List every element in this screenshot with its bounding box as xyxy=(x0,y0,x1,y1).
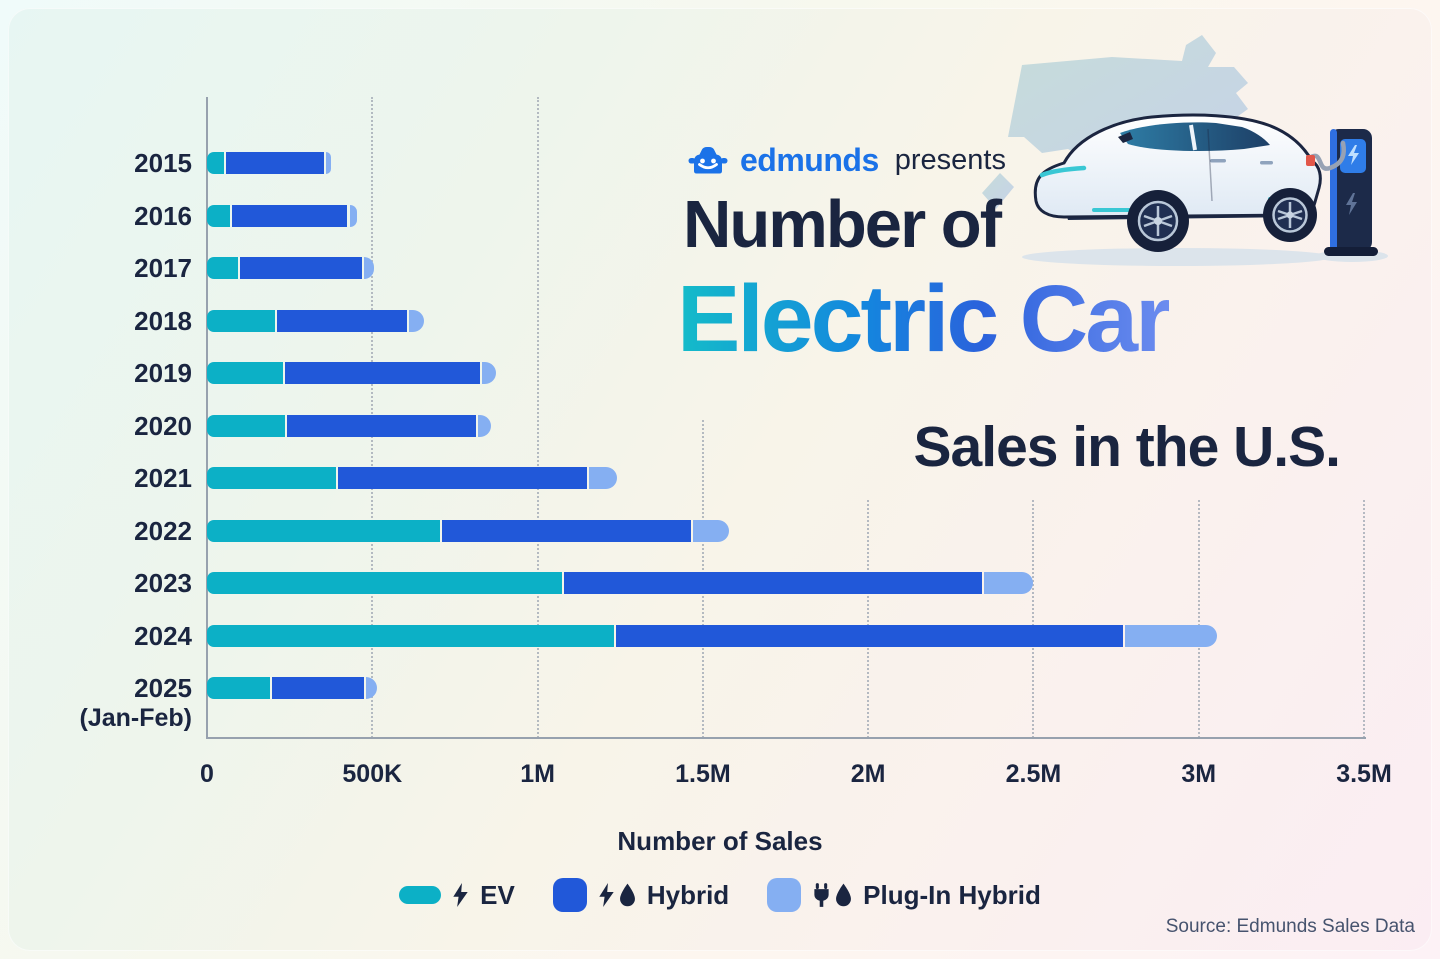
gridline-2.5M xyxy=(1032,500,1035,738)
source-credit: Source: Edmunds Sales Data xyxy=(1165,916,1415,937)
x-tick-3M: 3M xyxy=(1181,760,1217,788)
charging-cable xyxy=(1305,140,1347,171)
x-axis-line xyxy=(206,737,1366,739)
y-axis-label-2021: 2021 xyxy=(134,463,192,493)
legend-swatch-plug-in-hybrid xyxy=(767,878,802,912)
bar-2016-hybrid xyxy=(232,204,348,227)
y-axis-label-2025: 2025 (Jan-Feb) xyxy=(79,673,193,732)
legend-swatch-hybrid xyxy=(552,878,587,912)
plug-icon xyxy=(814,883,829,907)
legend-icons xyxy=(812,883,852,907)
title-line-2: Electric Car xyxy=(677,266,1172,372)
x-tick-500K: 500K xyxy=(342,760,403,788)
x-tick-0: 0 xyxy=(200,760,214,788)
bar-2022-plug-in-hybrid xyxy=(693,519,730,542)
droplet-icon xyxy=(619,883,635,907)
bar-2025-hybrid xyxy=(271,677,364,699)
charging-station-illustration xyxy=(1324,129,1378,256)
bar-2025-plug-in-hybrid xyxy=(366,677,378,699)
bar-2016-plug-in-hybrid xyxy=(349,204,358,227)
x-axis-title: Number of Sales xyxy=(617,826,823,856)
bar-2015-hybrid xyxy=(225,152,325,174)
bar-2019-hybrid xyxy=(285,362,480,384)
bar-2018-hybrid xyxy=(276,309,407,332)
legend-item-hybrid: Hybrid xyxy=(552,878,730,912)
bar-2023-ev xyxy=(207,572,563,594)
x-tick-2M: 2M xyxy=(850,760,886,788)
bar-2022-ev xyxy=(207,519,441,542)
bar-2017-plug-in-hybrid xyxy=(364,257,374,279)
bar-2017-hybrid xyxy=(240,257,363,279)
bar-2020-plug-in-hybrid xyxy=(478,414,492,437)
gridline-3M xyxy=(1197,500,1200,738)
bar-2016-ev xyxy=(207,204,231,227)
edmunds-logo-icon xyxy=(688,147,728,174)
y-axis-label-2020: 2020 xyxy=(134,410,192,441)
bar-2023-hybrid xyxy=(564,572,983,594)
legend-label: Hybrid xyxy=(646,879,730,910)
brand-row: edmunds presents xyxy=(686,141,1006,179)
bar-2018-plug-in-hybrid xyxy=(409,309,424,332)
bolt-icon xyxy=(453,883,468,907)
gridline-3.5M xyxy=(1363,500,1365,738)
y-axis-label-2018: 2018 xyxy=(134,305,192,336)
y-axis-label-2022: 2022 xyxy=(134,515,192,546)
bar-2025-ev xyxy=(207,677,270,699)
bar-2019-ev xyxy=(207,362,283,384)
bar-2021-plug-in-hybrid xyxy=(589,467,617,489)
ev-charging-illustration xyxy=(982,35,1388,266)
y-axis-label-2015: 2015 xyxy=(134,148,192,178)
legend-swatch-ev xyxy=(399,886,442,904)
front-wheel xyxy=(1127,190,1189,252)
edmunds-wordmark: edmunds xyxy=(740,141,879,178)
bar-2019-plug-in-hybrid xyxy=(481,362,497,384)
gridline-1M xyxy=(536,97,539,738)
bar-2020-hybrid xyxy=(286,414,477,437)
legend-icons xyxy=(598,883,636,907)
x-tick-1M: 1M xyxy=(520,760,555,788)
ev-car-illustration xyxy=(1033,113,1322,252)
bar-2018-ev xyxy=(207,309,275,332)
bar-2022-hybrid xyxy=(442,519,692,542)
bar-2015-ev xyxy=(207,152,224,174)
chart-legend: EV Hybrid Plug-In Hybrid xyxy=(0,872,1440,918)
y-axis-label-2019: 2019 xyxy=(134,358,192,388)
bar-2024-ev xyxy=(207,624,614,647)
legend-icons xyxy=(452,883,469,907)
x-tick-3.5M: 3.5M xyxy=(1336,760,1392,788)
bar-2015-plug-in-hybrid xyxy=(326,152,331,174)
y-axis-label-2024: 2024 xyxy=(134,620,192,651)
legend-item-plug-in-hybrid: Plug-In Hybrid xyxy=(767,878,1041,912)
bar-2020-ev xyxy=(207,414,285,437)
title-line-3: Sales in the U.S. xyxy=(913,415,1341,479)
legend-item-ev: EV xyxy=(399,880,515,911)
bar-2024-plug-in-hybrid xyxy=(1124,624,1217,647)
droplet-icon xyxy=(836,883,852,907)
bar-2023-plug-in-hybrid xyxy=(984,572,1034,594)
legend-label: Plug-In Hybrid xyxy=(863,879,1041,910)
bar-2021-ev xyxy=(207,467,336,489)
y-axis-label-2023: 2023 xyxy=(134,568,192,598)
legend-label: EV xyxy=(480,879,515,910)
x-tick-1.5M: 1.5M xyxy=(675,760,731,788)
title-line-1: Number of xyxy=(683,187,1002,262)
presents-label: presents xyxy=(894,143,1006,176)
bar-2021-hybrid xyxy=(337,467,588,489)
y-axis-sublabel-2025: (Jan-Feb) xyxy=(79,704,193,732)
bar-2024-hybrid xyxy=(615,624,1123,647)
bolt-icon xyxy=(599,883,614,907)
bar-2017-ev xyxy=(207,257,239,279)
y-axis-label-2017: 2017 xyxy=(134,253,192,283)
car-shadow xyxy=(1022,248,1332,266)
x-tick-2.5M: 2.5M xyxy=(1005,760,1062,788)
gridline-2M xyxy=(867,500,870,738)
rear-wheel xyxy=(1263,188,1317,242)
y-axis-label-2016: 2016 xyxy=(134,200,192,231)
